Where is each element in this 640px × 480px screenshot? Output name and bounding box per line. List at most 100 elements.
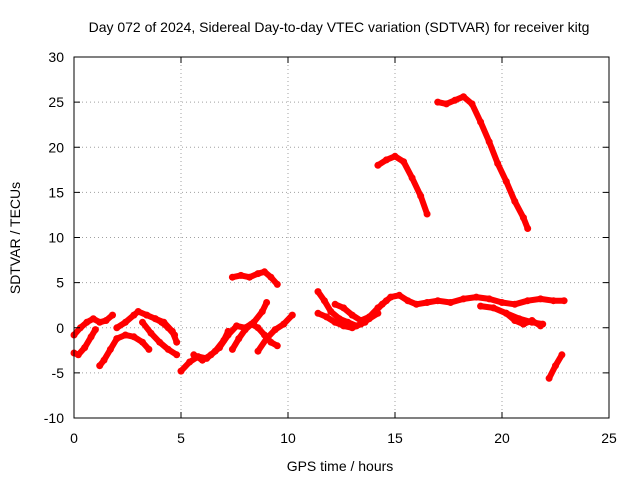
data-point: [331, 300, 339, 308]
data-point: [511, 300, 519, 308]
data-point: [139, 318, 146, 326]
series-arc-6: [151, 315, 179, 339]
series-arc-2: [70, 326, 99, 359]
data-point: [417, 192, 425, 200]
series-arc-3: [96, 331, 153, 370]
data-point: [228, 345, 236, 353]
data-point: [395, 291, 403, 299]
data-point: [91, 326, 99, 334]
y-axis-label: SDTVAR / TECUs: [7, 182, 23, 294]
data-point: [228, 273, 236, 281]
data-point: [173, 351, 181, 359]
data-point: [81, 344, 89, 352]
grid-lines: [74, 57, 609, 418]
data-point: [365, 313, 373, 321]
data-point: [76, 324, 84, 332]
data-point: [74, 351, 82, 359]
data-point: [560, 297, 568, 305]
data-point: [314, 309, 322, 317]
series-arc-10: [254, 311, 296, 355]
data-point: [477, 302, 485, 310]
data-point: [374, 161, 382, 169]
y-tick-label: 15: [48, 184, 64, 200]
data-point: [83, 318, 91, 326]
data-point: [288, 311, 296, 319]
data-point: [460, 93, 467, 101]
data-point: [447, 299, 455, 306]
data-point: [404, 297, 412, 305]
data-point: [519, 214, 527, 222]
data-point: [224, 331, 232, 339]
data-point: [145, 345, 153, 353]
data-point: [511, 317, 519, 324]
data-point: [423, 299, 431, 306]
data-point: [190, 351, 198, 359]
data-point: [173, 338, 181, 346]
data-point: [519, 320, 527, 328]
data-point: [87, 333, 95, 341]
data-point: [320, 297, 328, 305]
chart-title: Day 072 of 2024, Sidereal Day-to-day VTE…: [89, 19, 590, 35]
data-point: [340, 304, 348, 312]
data-point: [494, 160, 502, 167]
data-point: [552, 362, 559, 370]
data-point: [528, 317, 536, 324]
data-point: [89, 315, 97, 323]
data-point: [477, 118, 485, 126]
data-point: [280, 320, 288, 328]
x-tick-label: 25: [601, 430, 617, 446]
y-tick-label: 10: [48, 230, 64, 246]
data-point: [237, 271, 245, 279]
data-point: [498, 299, 506, 306]
data-point: [537, 322, 544, 330]
data-point: [485, 138, 493, 146]
data-point: [382, 156, 390, 164]
series-line: [434, 93, 531, 232]
x-tick-label: 15: [387, 430, 403, 446]
data-point: [472, 293, 480, 301]
series-arc-18: [374, 152, 431, 218]
data-point: [357, 317, 365, 324]
y-tick-label: 0: [56, 320, 64, 336]
data-point: [233, 322, 241, 330]
data-point: [134, 308, 142, 315]
data-point: [241, 326, 249, 334]
data-point: [408, 174, 416, 182]
x-axis-label: GPS time / hours: [287, 458, 394, 474]
data-point: [121, 331, 129, 339]
data-point: [524, 297, 532, 305]
data-point: [113, 324, 121, 332]
series-arc-7: [177, 327, 232, 375]
axis-ticks: 0 5 10 15 20 25 -10 -5 0 5 10 15 20 25 30: [44, 49, 617, 446]
data-point: [96, 362, 104, 370]
data-point: [109, 311, 116, 319]
data-point: [331, 318, 339, 326]
data-point: [147, 329, 155, 337]
data-point: [102, 317, 110, 324]
data-point: [246, 273, 253, 281]
data-point: [489, 304, 497, 312]
data-point: [524, 225, 532, 232]
data-point: [258, 308, 266, 315]
data-point: [216, 344, 223, 352]
y-tick-label: 30: [48, 49, 64, 65]
data-point: [558, 351, 566, 359]
data-point: [254, 270, 262, 278]
series-arc-11: [228, 268, 281, 288]
data-point: [207, 351, 215, 359]
series-arc-17: [545, 351, 566, 382]
y-tick-label: 25: [48, 94, 64, 110]
data-point: [549, 297, 557, 305]
x-tick-label: 0: [70, 430, 78, 446]
x-tick-label: 20: [494, 430, 510, 446]
data-point: [96, 318, 104, 326]
data-point: [263, 299, 271, 306]
series-line: [152, 315, 178, 338]
data-point: [502, 309, 510, 317]
data-point: [348, 311, 356, 319]
series-arc-14: [331, 297, 390, 324]
data-point: [158, 318, 166, 326]
series-arc-16: [502, 309, 544, 330]
y-tick-label: 20: [48, 139, 64, 155]
